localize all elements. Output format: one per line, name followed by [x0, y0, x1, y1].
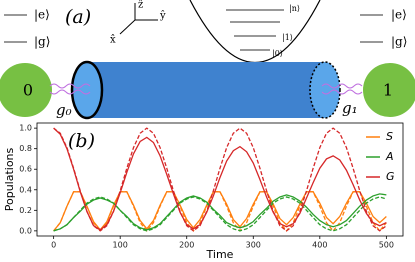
line: [53, 127, 387, 231]
wave: [49, 83, 91, 89]
y-tick-label: 0.0: [19, 226, 32, 235]
axis-label: x̂: [110, 35, 116, 46]
x-tick-label: 100: [113, 241, 128, 250]
qubit-1: [363, 63, 415, 117]
wave: [49, 89, 91, 95]
trap-potential: [189, 0, 321, 64]
diagram: [4, 0, 383, 64]
y-axis-label: Populations: [3, 147, 16, 211]
axis-label: ŷ: [159, 11, 166, 22]
waveguide-end: [309, 61, 341, 119]
x-tick-label: 400: [312, 241, 327, 250]
panel-label: (a): [65, 6, 91, 28]
axis-label: ẑ: [138, 0, 143, 11]
x-axis-label: Time: [206, 248, 234, 261]
coupling-label: g₀: [56, 101, 72, 119]
waveguide-end: [70, 60, 104, 120]
line: [53, 193, 387, 232]
state-label: |e⟩: [391, 8, 407, 22]
wave: [321, 83, 363, 89]
coupling-label: g₁: [342, 99, 358, 117]
y-tick-label: 0.6: [19, 165, 32, 174]
legend-label: S: [386, 130, 393, 143]
y-tick-label: 1.0: [19, 124, 32, 133]
y-tick-label: 0.2: [19, 206, 32, 215]
qubit-label: 1: [383, 81, 393, 100]
legend-label: G: [386, 170, 395, 183]
waveguide: [87, 62, 325, 118]
y-tick-label: 0.8: [19, 144, 32, 153]
x-tick-label: 0: [51, 241, 56, 250]
y-tick-label: 0.4: [19, 185, 32, 194]
legend-label: A: [385, 150, 394, 163]
coupling-waves: [49, 83, 363, 95]
state-label: |g⟩: [34, 35, 50, 49]
axis-arrow: [119, 19, 136, 35]
x-tick-label: 500: [379, 241, 394, 250]
diagram-labels: (a) |e⟩ |g⟩ |e⟩ |g⟩ ẑ ŷ x̂ |n⟩ |1⟩ |0⟩ 0…: [23, 0, 408, 119]
chart: 0.0 0.2 0.4 0.6 0.8 1.0 0 100 200 300 400 500 Time Po…: [3, 122, 404, 261]
x-tick-label: 300: [246, 241, 261, 250]
panel-label: (b): [68, 130, 95, 152]
qubit-label: 0: [23, 81, 33, 100]
state-label: |e⟩: [34, 8, 50, 22]
line: [53, 191, 387, 232]
wave: [321, 89, 363, 95]
trap-level-label: |0⟩: [272, 49, 283, 58]
x-tick-label: 200: [179, 241, 194, 250]
qubit-0: [0, 63, 52, 117]
plot-frame: [36, 122, 404, 237]
trap-level-label: |1⟩: [282, 33, 293, 42]
trap-level-label: |n⟩: [289, 4, 300, 13]
state-label: |g⟩: [391, 35, 407, 49]
